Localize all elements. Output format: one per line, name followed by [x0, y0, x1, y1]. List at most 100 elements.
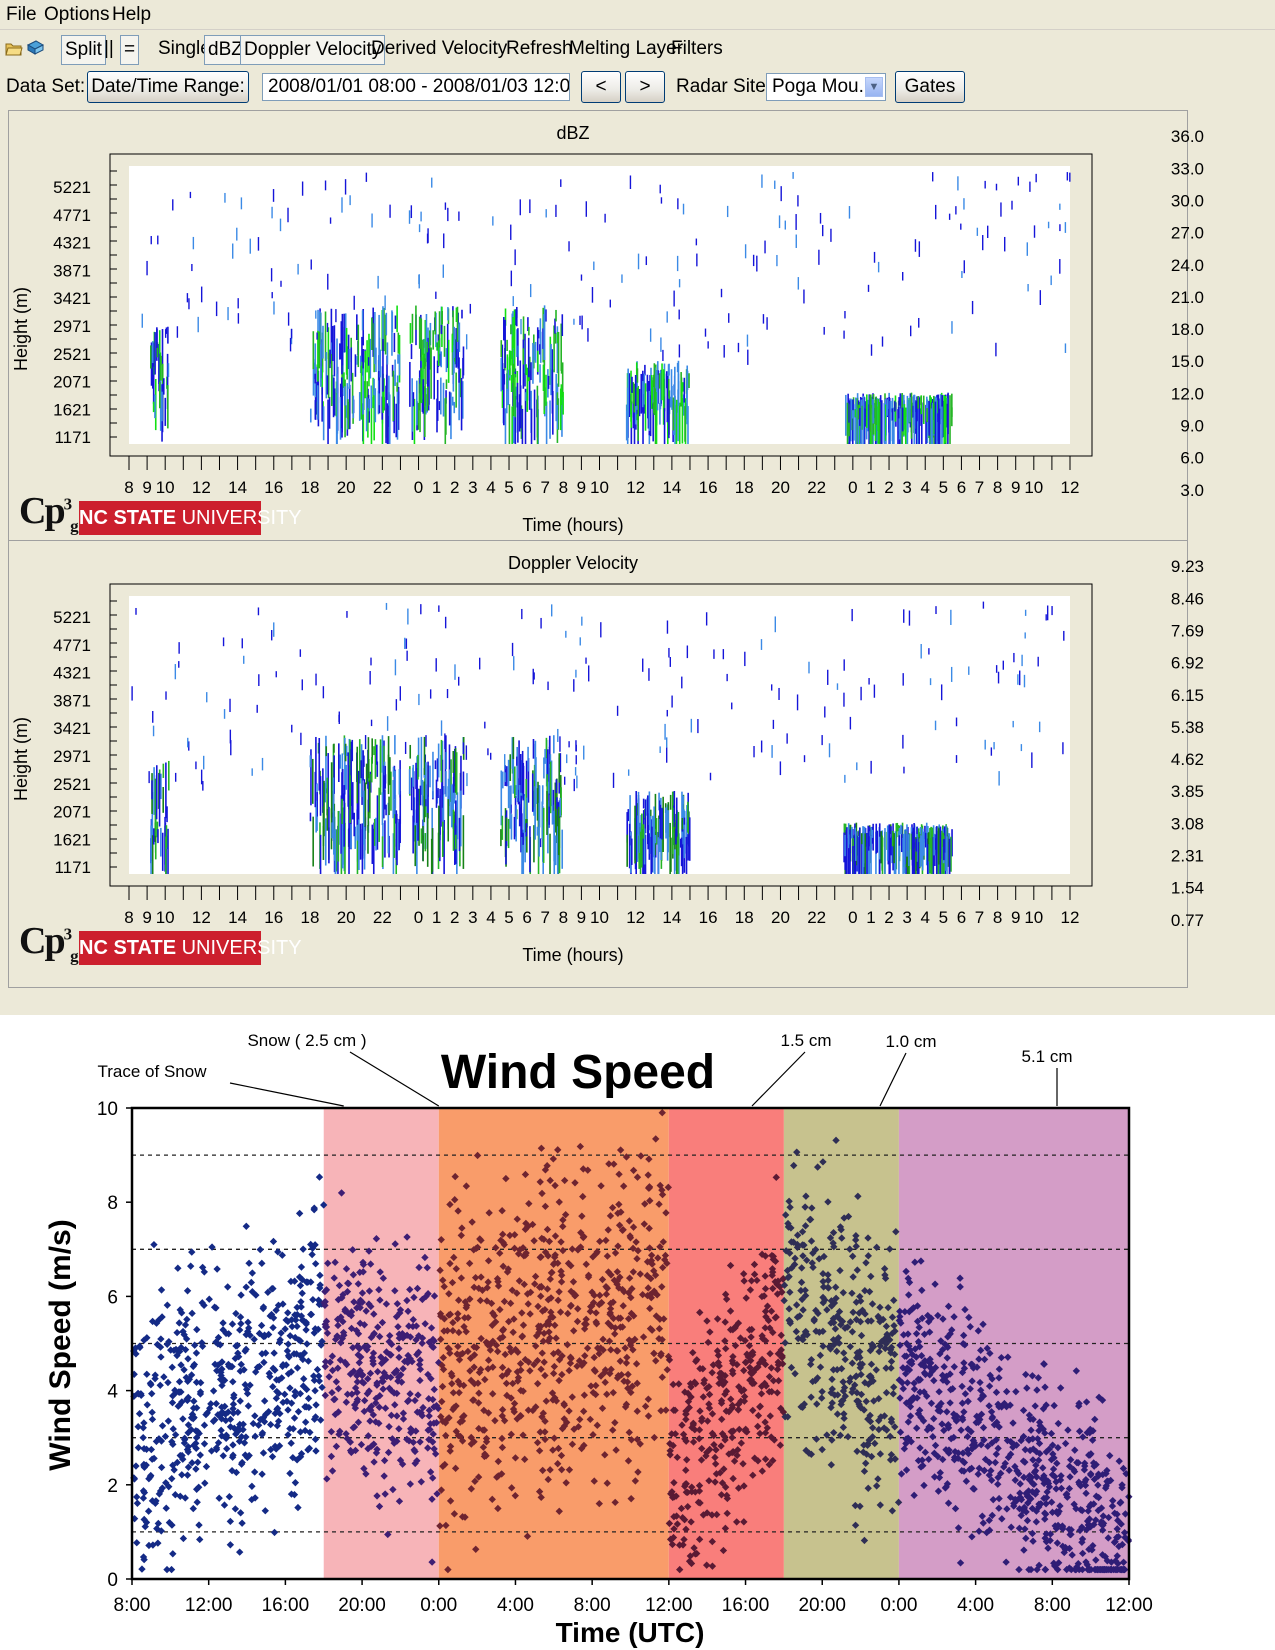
data-point [761, 1324, 769, 1332]
data-point [712, 1470, 721, 1478]
book-icon[interactable] [26, 39, 44, 57]
data-point [274, 1389, 283, 1398]
data-point [1035, 1439, 1044, 1448]
data-point [860, 1536, 869, 1545]
melting-layer-button[interactable]: Melting Layer [569, 38, 684, 59]
open-folder-icon[interactable] [5, 39, 23, 57]
data-point [754, 1457, 762, 1465]
gates-button[interactable]: Gates [895, 71, 965, 103]
data-point [198, 1263, 207, 1272]
data-point [437, 1312, 445, 1320]
data-point [769, 1456, 777, 1465]
data-point [809, 1377, 817, 1386]
data-point [641, 1402, 650, 1411]
data-point [659, 1263, 667, 1272]
data-point [389, 1485, 397, 1494]
split-button[interactable]: Split [61, 35, 106, 65]
data-point [762, 1313, 770, 1321]
data-point [395, 1334, 404, 1342]
dataset-row: Data Set: Date/Time Range: 2008/01/01 08… [0, 68, 1275, 108]
filters-button[interactable]: Filters [671, 38, 723, 59]
next-range-button[interactable]: > [625, 71, 665, 103]
data-point [761, 1272, 769, 1280]
data-point [609, 1426, 617, 1434]
data-point [1079, 1549, 1087, 1558]
data-point [342, 1265, 351, 1273]
data-point [761, 1252, 770, 1260]
data-point [852, 1298, 861, 1306]
data-point [291, 1392, 299, 1400]
data-point [511, 1454, 520, 1462]
data-point [559, 1246, 567, 1255]
date-time-range-button[interactable]: Date/Time Range: [87, 71, 249, 103]
data-point [637, 1152, 645, 1160]
data-point [466, 1295, 474, 1303]
menu-options[interactable]: Options [44, 4, 110, 25]
data-point [487, 1299, 496, 1308]
data-point [304, 1446, 312, 1454]
doppler-velocity-button[interactable]: Doppler Velocity [240, 35, 386, 65]
data-point [1041, 1515, 1049, 1523]
previous-range-button[interactable]: < [581, 71, 621, 103]
data-point [980, 1436, 988, 1444]
data-point [557, 1465, 566, 1474]
data-point [224, 1360, 233, 1369]
single-button[interactable]: Single [158, 38, 211, 59]
chevron-down-icon[interactable]: ▼ [865, 77, 883, 97]
data-point [480, 1406, 488, 1415]
refresh-button[interactable]: Refresh [506, 38, 573, 59]
data-point [358, 1289, 367, 1297]
data-point [669, 1441, 677, 1450]
data-point [375, 1502, 384, 1511]
x-tick-label: 7 [975, 908, 984, 927]
menu-help[interactable]: Help [112, 4, 152, 25]
data-point [722, 1387, 731, 1395]
y-tick-label: 1621 [53, 830, 91, 849]
data-point [238, 1519, 246, 1527]
data-point [334, 1385, 343, 1393]
data-point [697, 1456, 706, 1464]
data-point [542, 1321, 550, 1329]
data-point [743, 1350, 751, 1358]
data-point [672, 1512, 681, 1520]
data-point [633, 1407, 641, 1415]
data-point [918, 1286, 926, 1294]
data-point [590, 1353, 598, 1362]
x-tick-label: 2 [450, 478, 459, 497]
data-point [165, 1518, 174, 1527]
data-point [854, 1192, 862, 1200]
data-point [865, 1288, 874, 1296]
data-point [494, 1504, 502, 1513]
data-point [189, 1404, 198, 1412]
data-point [766, 1412, 774, 1420]
menu-file[interactable]: File [6, 4, 37, 25]
data-point [759, 1356, 767, 1365]
data-point [403, 1296, 411, 1305]
data-point [284, 1370, 293, 1378]
x-tick-label: 0 [848, 908, 857, 927]
data-point [251, 1412, 259, 1420]
toolbar: Split || = Single dBZ Doppler Velocity D… [0, 31, 1275, 67]
vertical-split-button[interactable]: || [104, 38, 114, 59]
data-point [233, 1341, 242, 1350]
radar-site-select[interactable]: Poga Mou... ▼ [766, 73, 886, 101]
data-point [915, 1323, 923, 1332]
data-point [899, 1385, 907, 1393]
data-point [717, 1491, 726, 1499]
data-point [232, 1468, 241, 1477]
data-point [161, 1432, 170, 1441]
data-point [437, 1335, 445, 1344]
date-range-field[interactable]: 2008/01/01 08:00 - 2008/01/03 12:00 [262, 73, 570, 101]
data-point [290, 1414, 299, 1422]
data-point [777, 1404, 785, 1413]
derived-velocity-button[interactable]: Derived Velocity [371, 38, 508, 59]
horizontal-split-button[interactable]: = [120, 35, 140, 65]
data-point [365, 1287, 374, 1295]
data-point [938, 1420, 946, 1428]
data-point [376, 1296, 384, 1304]
data-point [366, 1417, 374, 1425]
data-point [889, 1390, 897, 1398]
data-point [465, 1259, 474, 1268]
data-point [870, 1397, 878, 1405]
data-point [224, 1408, 232, 1416]
